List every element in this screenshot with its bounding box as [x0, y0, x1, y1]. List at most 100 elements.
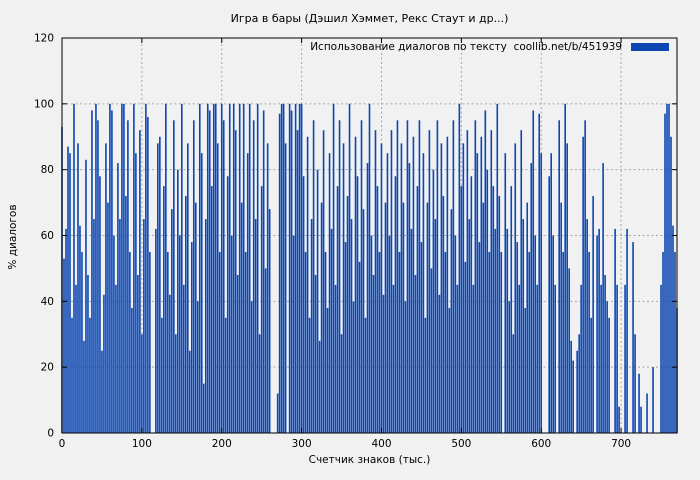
bar [202, 383, 205, 433]
bar [169, 294, 171, 433]
bar [518, 284, 521, 433]
bar [133, 103, 135, 433]
bar [117, 163, 119, 434]
bar [300, 103, 303, 433]
bar [280, 103, 283, 433]
bar [232, 103, 235, 433]
bar [276, 393, 279, 433]
bar [396, 120, 399, 434]
bar [366, 163, 369, 434]
bar [378, 251, 381, 433]
bar [127, 120, 129, 434]
bar [608, 317, 610, 433]
bar [422, 153, 425, 434]
bar [398, 251, 401, 433]
bar [504, 153, 507, 434]
bar [107, 202, 109, 433]
bar [67, 146, 69, 433]
bar [494, 228, 497, 433]
bar [524, 307, 527, 433]
bar [184, 196, 187, 433]
bar [566, 143, 568, 434]
bar [424, 317, 427, 433]
bar [420, 242, 423, 433]
bar [466, 130, 469, 433]
bar [177, 169, 179, 433]
bar [190, 242, 193, 433]
bar [165, 103, 167, 433]
bar [105, 143, 107, 434]
bar [188, 350, 191, 433]
bar [564, 103, 566, 433]
bar [554, 284, 556, 433]
bar [113, 235, 115, 433]
bar [71, 317, 73, 433]
bar [666, 103, 668, 433]
bar [252, 120, 255, 434]
bar [372, 275, 375, 433]
bar [364, 317, 367, 433]
bar [402, 202, 405, 433]
bar [322, 130, 325, 433]
bar [376, 186, 379, 433]
bar [216, 143, 219, 434]
x-axis-title: Счетчик знаков (тыс.) [308, 454, 431, 466]
bar [186, 143, 189, 434]
bar [442, 196, 445, 433]
bar [282, 103, 285, 433]
bar [242, 103, 245, 433]
bar [474, 120, 477, 434]
bar [254, 219, 257, 433]
bar [99, 176, 101, 433]
bar [137, 275, 139, 433]
bar [236, 275, 239, 433]
bar [167, 251, 169, 433]
bar [101, 350, 103, 433]
bar [534, 235, 537, 433]
bar [404, 301, 407, 433]
bar [624, 284, 626, 433]
bar [159, 136, 161, 433]
bar [444, 251, 447, 433]
bar [580, 284, 582, 433]
bar [412, 136, 415, 433]
bar [432, 169, 435, 433]
y-tick-label: 0 [47, 428, 54, 440]
bar [238, 103, 241, 433]
bar [294, 103, 297, 433]
x-tick-label: 300 [292, 438, 312, 450]
bar [448, 307, 451, 433]
bar [626, 228, 628, 433]
bar [434, 219, 437, 433]
bar [356, 176, 359, 433]
bar [532, 110, 535, 434]
bar [536, 284, 539, 433]
bar [214, 103, 217, 433]
bar [266, 143, 269, 434]
bar [604, 275, 606, 433]
bar [496, 103, 499, 433]
bar [456, 284, 459, 433]
bar [290, 110, 293, 434]
bar [302, 176, 305, 433]
bar [284, 143, 287, 434]
bar [157, 143, 159, 434]
bar [173, 120, 175, 434]
y-tick-label: 80 [41, 164, 54, 176]
bar [516, 242, 519, 433]
bar [175, 334, 177, 433]
bar [147, 117, 149, 433]
bar [370, 235, 373, 433]
bar [338, 120, 341, 434]
bar [292, 235, 295, 433]
bar [380, 143, 383, 434]
bar [508, 301, 511, 433]
bar [360, 120, 363, 434]
x-tick-label: 600 [531, 438, 551, 450]
bar [392, 284, 395, 433]
bar [278, 113, 281, 433]
bar [450, 209, 453, 433]
bar [570, 340, 572, 433]
bar [314, 275, 317, 433]
